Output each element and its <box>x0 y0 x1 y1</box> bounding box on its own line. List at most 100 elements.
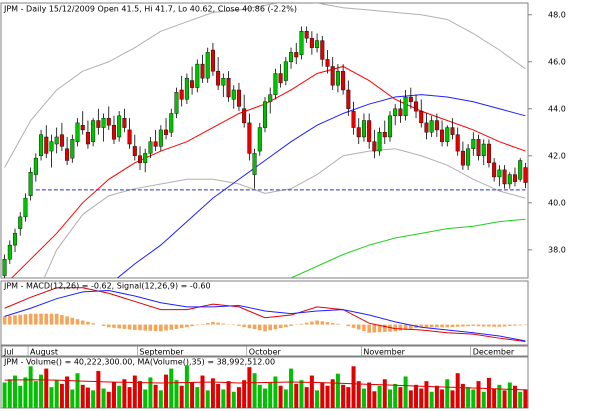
candle-body <box>221 78 226 86</box>
volume-bar <box>377 385 382 408</box>
volume-bar <box>75 373 80 408</box>
volume-bar <box>335 373 340 408</box>
candle-body <box>403 96 408 117</box>
volume-bar <box>309 375 314 408</box>
histogram-bar <box>143 324 148 331</box>
histogram-bar <box>164 324 168 331</box>
candle-body <box>226 78 231 98</box>
histogram-bar <box>325 322 330 325</box>
histogram-bar <box>70 317 75 325</box>
volume-bar <box>450 390 455 408</box>
candle-body <box>39 134 44 156</box>
histogram-bar <box>127 324 132 330</box>
x-tick-label: December <box>473 348 515 357</box>
x-tick-label: Jul <box>3 348 14 357</box>
volume-bar <box>346 387 351 408</box>
volume-bar <box>184 365 189 408</box>
candle-body <box>289 52 294 62</box>
volume-bar <box>387 389 392 408</box>
volume-bar <box>138 381 143 408</box>
volume-bar <box>393 383 398 408</box>
candle-body <box>424 122 429 133</box>
volume-bar <box>455 373 460 408</box>
histogram-bar <box>60 315 64 325</box>
volume-bar <box>268 382 273 408</box>
histogram-bar <box>195 324 200 326</box>
histogram-bar <box>336 323 340 325</box>
volume-bar <box>13 375 18 408</box>
labels: JPM - Daily 15/12/2009 Open 41.5, Hi 41.… <box>3 5 566 367</box>
candle-body <box>106 117 111 126</box>
histogram-bar <box>91 323 95 325</box>
volume-bar <box>200 375 205 408</box>
candle-body <box>59 134 64 147</box>
histogram-bar <box>440 324 444 328</box>
candle-body <box>23 197 28 218</box>
histogram-bar <box>367 324 371 333</box>
histogram-bar <box>216 322 220 325</box>
histogram-bar <box>169 324 174 330</box>
candle-body <box>96 120 101 128</box>
candle-body <box>294 52 299 58</box>
histogram-bar <box>507 324 512 326</box>
volume-bar <box>54 380 59 408</box>
volume-bar <box>356 381 361 408</box>
x-tick-label: September <box>139 348 184 357</box>
candle-body <box>91 120 96 142</box>
histogram-bar <box>409 324 413 329</box>
candle-body <box>367 120 372 142</box>
candle-body <box>315 40 320 48</box>
volume-bar <box>91 390 96 408</box>
volume-bar <box>283 389 288 408</box>
volume-bar <box>382 379 387 408</box>
histogram-bar <box>429 324 434 328</box>
volume-bar <box>33 381 38 408</box>
volume-bar <box>408 390 413 408</box>
volume-bar <box>231 391 236 408</box>
volume-bar <box>512 385 517 408</box>
candle-body <box>398 108 403 117</box>
histogram-bar <box>237 324 241 326</box>
volume-bar <box>476 381 481 408</box>
histogram-bar <box>492 324 496 327</box>
histogram-bar <box>273 324 278 330</box>
histogram-bar <box>133 324 137 331</box>
histogram-bar <box>398 324 403 331</box>
date-strip <box>0 345 529 357</box>
candle-body <box>195 63 200 88</box>
candle-body <box>471 139 476 149</box>
histogram-bar <box>179 324 184 329</box>
candle-body <box>205 52 210 79</box>
histogram-bar <box>268 324 273 331</box>
volume-bar <box>341 384 346 408</box>
candle-body <box>299 31 304 55</box>
volume-bar <box>315 390 320 408</box>
candle-body <box>143 153 148 164</box>
histogram-bar <box>356 324 361 330</box>
volume-bar <box>460 383 465 408</box>
candle-body <box>351 110 356 128</box>
volume-bar <box>299 380 304 408</box>
candle-body <box>49 141 54 152</box>
candle-body <box>252 153 257 175</box>
volume-bar <box>143 389 148 408</box>
candle-body <box>33 157 38 175</box>
macd-line <box>4 287 526 342</box>
candle-body <box>247 122 252 154</box>
candle-body <box>408 96 413 102</box>
candle-body <box>492 162 497 178</box>
histogram-bar <box>419 324 424 328</box>
volume-bar <box>23 377 28 408</box>
volume-bar <box>252 373 257 408</box>
volume-bar <box>65 376 70 408</box>
histogram-bar <box>278 324 283 329</box>
candle-body <box>377 132 382 152</box>
volume-bar <box>523 389 528 408</box>
histogram-bar <box>455 324 460 327</box>
volume-bar <box>80 384 85 408</box>
histogram-bar <box>247 324 252 329</box>
candle-body <box>460 150 465 166</box>
histogram-bar <box>106 324 111 328</box>
volume-bar <box>70 389 75 408</box>
